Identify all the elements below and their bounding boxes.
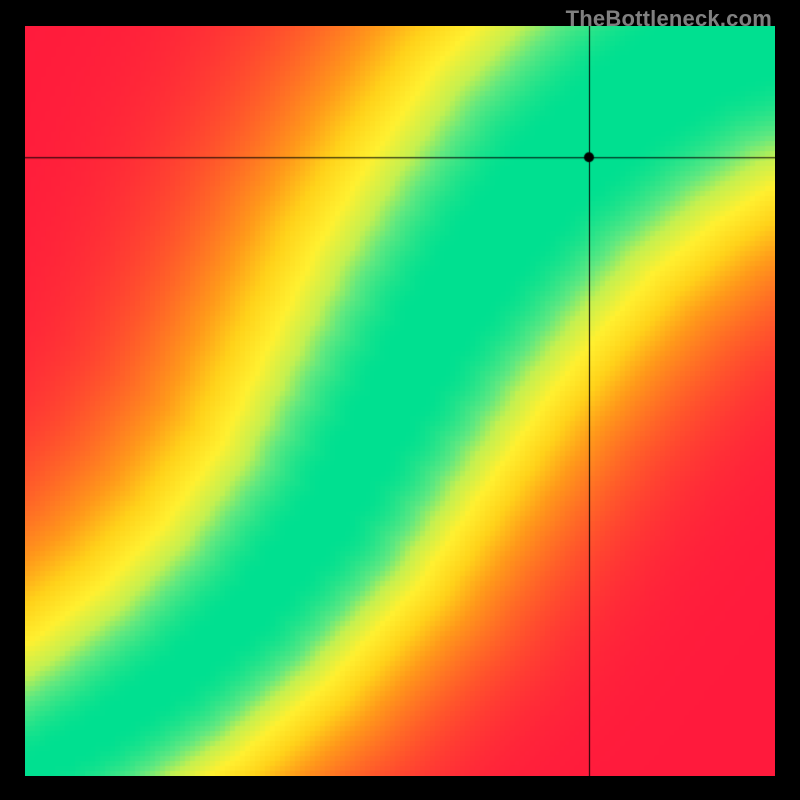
watermark-text: TheBottleneck.com (566, 6, 772, 32)
heatmap-canvas (25, 26, 775, 776)
heatmap-plot (25, 26, 775, 776)
chart-container: TheBottleneck.com (0, 0, 800, 800)
